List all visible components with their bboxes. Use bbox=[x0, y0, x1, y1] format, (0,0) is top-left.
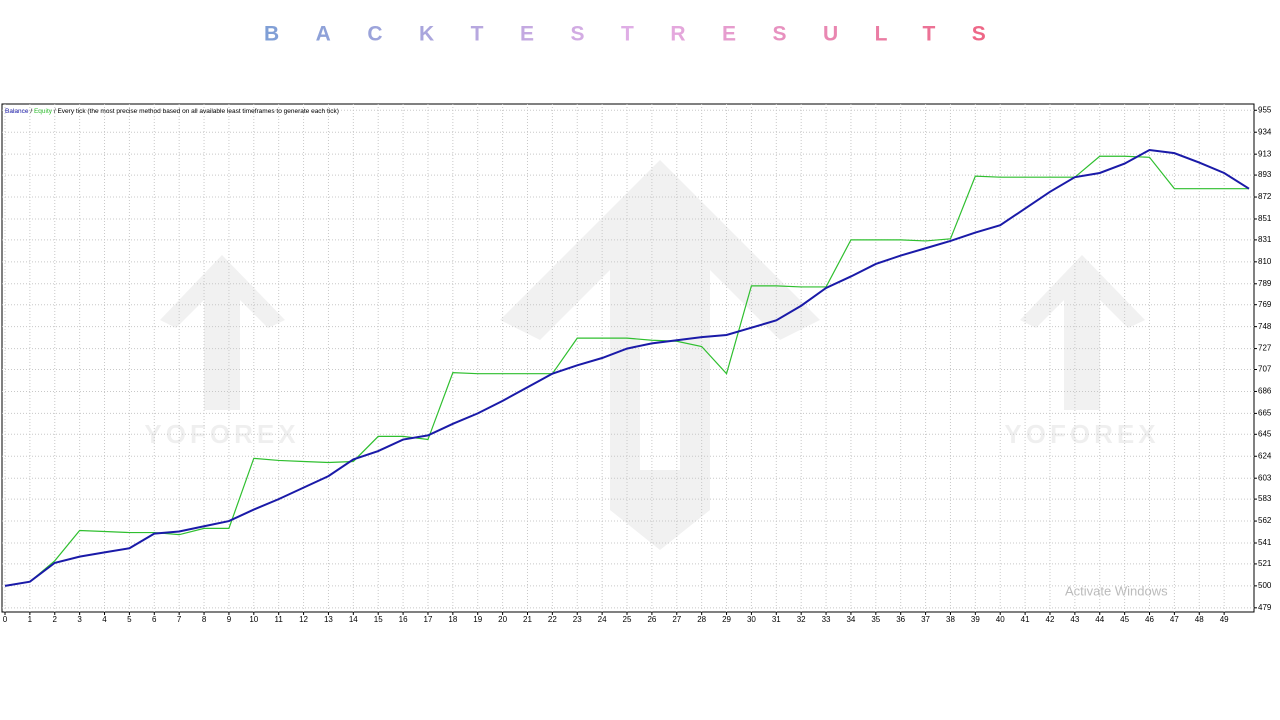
x-tick-label: 27 bbox=[672, 615, 681, 624]
y-tick-label: 810 bbox=[1258, 257, 1272, 266]
y-tick-label: 769 bbox=[1258, 300, 1272, 309]
x-tick-label: 14 bbox=[349, 615, 358, 624]
y-tick-label: 831 bbox=[1258, 235, 1272, 244]
x-tick-label: 36 bbox=[896, 615, 905, 624]
x-tick-label: 6 bbox=[152, 615, 157, 624]
x-tick-label: 37 bbox=[921, 615, 930, 624]
x-tick-label: 22 bbox=[548, 615, 557, 624]
x-tick-label: 3 bbox=[77, 615, 82, 624]
y-tick-label: 521 bbox=[1258, 559, 1272, 568]
x-tick-label: 35 bbox=[871, 615, 880, 624]
x-tick-label: 7 bbox=[177, 615, 182, 624]
x-tick-label: 19 bbox=[473, 615, 482, 624]
x-tick-label: 42 bbox=[1046, 615, 1055, 624]
y-tick-label: 851 bbox=[1258, 214, 1272, 223]
x-tick-label: 49 bbox=[1220, 615, 1229, 624]
x-tick-label: 47 bbox=[1170, 615, 1179, 624]
x-tick-label: 2 bbox=[53, 615, 58, 624]
legend: Balance / Equity / Every tick (the most … bbox=[5, 108, 339, 115]
y-tick-label: 541 bbox=[1258, 538, 1272, 547]
y-tick-label: 872 bbox=[1258, 192, 1272, 201]
chart-title: BACKTESTRESULTS bbox=[264, 23, 1022, 46]
y-tick-label: 500 bbox=[1258, 581, 1272, 590]
y-tick-label: 583 bbox=[1258, 494, 1272, 503]
y-tick-label: 624 bbox=[1258, 451, 1272, 460]
x-tick-label: 32 bbox=[797, 615, 806, 624]
x-tick-label: 40 bbox=[996, 615, 1005, 624]
y-tick-label: 562 bbox=[1258, 516, 1272, 525]
x-tick-label: 46 bbox=[1145, 615, 1154, 624]
y-tick-label: 727 bbox=[1258, 344, 1272, 353]
x-tick-label: 13 bbox=[324, 615, 333, 624]
x-tick-label: 18 bbox=[448, 615, 457, 624]
x-tick-label: 26 bbox=[647, 615, 656, 624]
legend-separator: / bbox=[30, 108, 32, 115]
y-tick-label: 645 bbox=[1258, 429, 1272, 438]
series-line bbox=[4, 148, 1250, 587]
x-tick-label: 31 bbox=[772, 615, 781, 624]
x-tick-label: 48 bbox=[1195, 615, 1204, 624]
x-tick-label: 24 bbox=[598, 615, 607, 624]
x-tick-label: 34 bbox=[846, 615, 855, 624]
x-tick-label: 30 bbox=[747, 615, 756, 624]
x-tick-label: 29 bbox=[722, 615, 731, 624]
x-tick-label: 9 bbox=[227, 615, 232, 624]
x-tick-label: 17 bbox=[424, 615, 433, 624]
plot-area bbox=[1, 103, 1255, 613]
y-tick-label: 603 bbox=[1258, 473, 1272, 482]
x-tick-label: 5 bbox=[127, 615, 132, 624]
x-tick-label: 23 bbox=[573, 615, 582, 624]
x-tick-label: 43 bbox=[1070, 615, 1079, 624]
legend-entry: Balance bbox=[5, 108, 29, 115]
x-tick-label: 4 bbox=[102, 615, 107, 624]
watermark-text: YOFOREX bbox=[144, 419, 299, 449]
x-tick-label: 15 bbox=[374, 615, 383, 624]
y-tick-label: 665 bbox=[1258, 409, 1272, 418]
x-tick-label: 41 bbox=[1021, 615, 1030, 624]
legend-entry: Equity bbox=[34, 108, 53, 115]
x-tick-label: 1 bbox=[28, 615, 33, 624]
x-tick-label: 28 bbox=[697, 615, 706, 624]
x-tick-label: 11 bbox=[275, 615, 284, 624]
series-line bbox=[4, 155, 1250, 587]
legend-annotation: Every tick (the most precise method base… bbox=[57, 108, 338, 115]
x-tick-label: 33 bbox=[822, 615, 831, 624]
x-tick-label: 12 bbox=[299, 615, 308, 624]
y-tick-label: 479 bbox=[1258, 603, 1272, 612]
overlay-text: Activate Windows bbox=[1065, 583, 1168, 598]
y-tick-label: 789 bbox=[1258, 279, 1272, 288]
x-tick-label: 20 bbox=[498, 615, 507, 624]
y-tick-label: 686 bbox=[1258, 387, 1272, 396]
x-tick-label: 25 bbox=[623, 615, 632, 624]
x-tick-label: 39 bbox=[971, 615, 980, 624]
y-tick-label: 893 bbox=[1258, 170, 1272, 179]
y-tick-label: 934 bbox=[1258, 127, 1272, 136]
y-tick-label: 748 bbox=[1258, 322, 1272, 331]
y-tick-label: 955 bbox=[1258, 105, 1272, 114]
y-tick-label: 707 bbox=[1258, 365, 1272, 374]
x-tick-label: 10 bbox=[249, 615, 258, 624]
x-tick-label: 0 bbox=[3, 615, 8, 624]
x-tick-label: 8 bbox=[202, 615, 207, 624]
x-tick-label: 45 bbox=[1120, 615, 1129, 624]
x-tick-label: 16 bbox=[399, 615, 408, 624]
x-tick-label: 21 bbox=[523, 615, 532, 624]
legend-separator: / bbox=[54, 108, 56, 115]
x-tick-label: 38 bbox=[946, 615, 955, 624]
x-tick-label: 44 bbox=[1095, 615, 1104, 624]
y-tick-label: 913 bbox=[1258, 149, 1272, 158]
